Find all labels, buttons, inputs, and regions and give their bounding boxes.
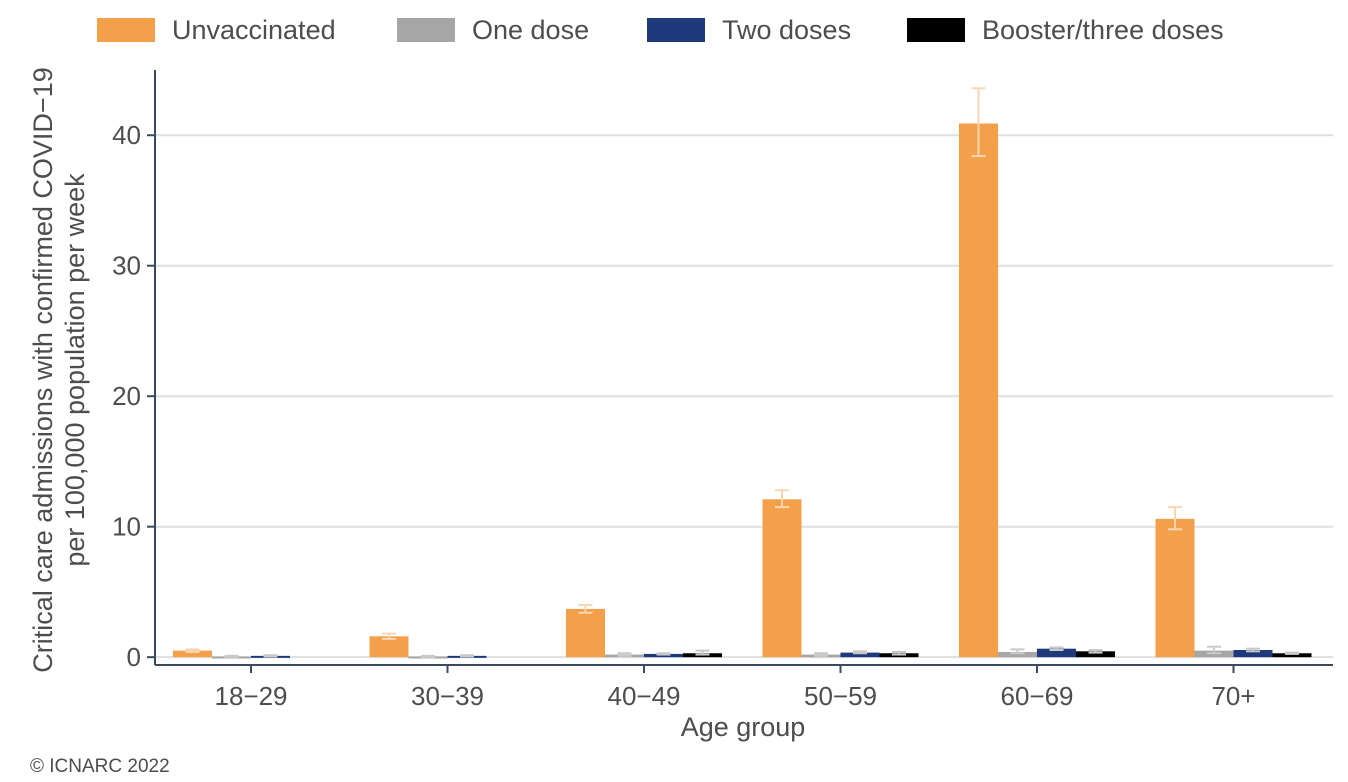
- legend-swatch: [907, 18, 965, 42]
- legend-label: Booster/three doses: [982, 15, 1224, 45]
- bar: [840, 652, 880, 658]
- y-tick-labels: 0 10 20 30 40: [112, 120, 155, 672]
- y-tick-label: 40: [112, 120, 141, 150]
- x-axis-title: Age group: [681, 712, 806, 742]
- x-tick-label: 40−49: [607, 681, 680, 711]
- legend-label: Unvaccinated: [172, 15, 336, 45]
- y-axis-title-line-2: per 100,000 population per week: [60, 173, 90, 567]
- grid-lines: [155, 134, 1333, 659]
- error-bars: [185, 87, 1299, 659]
- x-tick-label: 50−59: [804, 681, 877, 711]
- bar: [959, 123, 998, 658]
- y-tick-label: 20: [112, 381, 141, 411]
- bar: [998, 651, 1037, 658]
- bar: [1233, 649, 1273, 658]
- bar: [566, 608, 605, 658]
- bars: [173, 123, 1312, 659]
- x-tick-label: 60−69: [1000, 681, 1073, 711]
- x-tick-label: 70+: [1211, 681, 1255, 711]
- legend-label: One dose: [472, 15, 589, 45]
- bar: [762, 499, 802, 658]
- y-tick-label: 30: [112, 251, 141, 281]
- bar: [173, 650, 212, 658]
- y-axis-title-line-1: Critical care admissions with confirmed …: [28, 67, 58, 672]
- legend: Unvaccinated One dose Two doses Booster/thr…: [97, 15, 1224, 45]
- bar: [1037, 648, 1076, 658]
- x-tick-label: 30−39: [411, 681, 484, 711]
- axes: [154, 70, 1333, 666]
- y-tick-label: 10: [112, 512, 141, 542]
- y-tick-label: 0: [127, 642, 141, 672]
- x-tick-labels: 18−29 30−39 40−49 50−59 60−69 70+: [214, 665, 1256, 711]
- bar: [369, 636, 409, 658]
- legend-swatch: [647, 18, 705, 42]
- legend-swatch: [97, 18, 155, 42]
- legend-swatch: [397, 18, 455, 42]
- y-axis-title: Critical care admissions with confirmed …: [28, 67, 90, 672]
- bar: [1076, 651, 1115, 658]
- bar: [1272, 653, 1312, 658]
- bar: [1155, 518, 1195, 658]
- copyright: © ICNARC 2022: [30, 756, 170, 777]
- x-tick-label: 18−29: [214, 681, 287, 711]
- legend-label: Two doses: [722, 15, 851, 45]
